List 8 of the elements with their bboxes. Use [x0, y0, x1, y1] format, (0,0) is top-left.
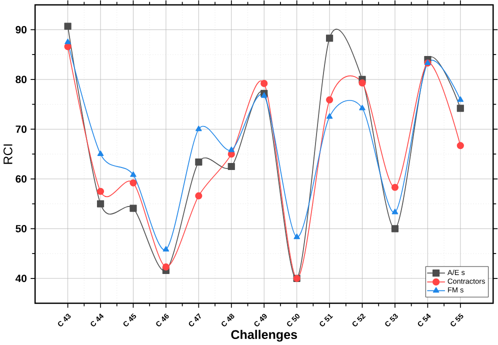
y-tick-label: 60 [16, 175, 27, 183]
y-tick-label: 40 [16, 274, 27, 282]
y-tick-label: 80 [16, 76, 27, 84]
y-tick-label: 70 [16, 125, 27, 133]
y-axis-title: RCI [3, 144, 12, 164]
y-tick-label: 90 [16, 26, 27, 34]
y-tick-label: 50 [16, 224, 27, 232]
x-axis-title: Challenges [231, 330, 297, 342]
